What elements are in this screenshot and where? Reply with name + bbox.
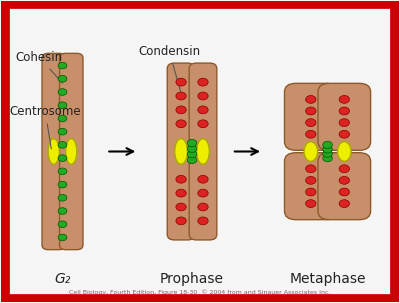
Circle shape <box>198 203 208 211</box>
Circle shape <box>58 155 67 161</box>
Circle shape <box>187 151 197 158</box>
Circle shape <box>58 115 67 122</box>
Circle shape <box>306 107 316 115</box>
Circle shape <box>339 200 350 208</box>
Circle shape <box>58 142 67 148</box>
Circle shape <box>198 175 208 183</box>
Circle shape <box>198 106 208 114</box>
FancyBboxPatch shape <box>284 83 337 150</box>
Text: Centrosome: Centrosome <box>10 105 81 149</box>
Circle shape <box>198 217 208 225</box>
FancyBboxPatch shape <box>189 63 217 240</box>
Circle shape <box>58 75 67 82</box>
Circle shape <box>339 130 350 138</box>
Ellipse shape <box>304 142 318 161</box>
Text: Cohesin: Cohesin <box>16 51 63 83</box>
FancyBboxPatch shape <box>167 63 195 240</box>
Text: Prophase: Prophase <box>160 272 224 286</box>
Circle shape <box>176 106 186 114</box>
Text: Cell Biology, Fourth Edition, Figure 18-30  © 2004 from and Sinauer Associates I: Cell Biology, Fourth Edition, Figure 18-… <box>69 289 331 295</box>
Circle shape <box>339 95 350 103</box>
Circle shape <box>58 208 67 214</box>
Circle shape <box>187 145 197 152</box>
Circle shape <box>198 120 208 128</box>
Circle shape <box>58 128 67 135</box>
Circle shape <box>176 92 186 100</box>
Circle shape <box>176 175 186 183</box>
Ellipse shape <box>175 139 188 164</box>
Circle shape <box>176 203 186 211</box>
Circle shape <box>176 78 186 86</box>
Circle shape <box>187 139 197 147</box>
Circle shape <box>187 156 197 164</box>
Circle shape <box>339 165 350 173</box>
Text: Condensin: Condensin <box>138 45 200 98</box>
Circle shape <box>58 221 67 228</box>
Circle shape <box>339 107 350 115</box>
Ellipse shape <box>66 139 77 164</box>
Text: G₂: G₂ <box>54 272 71 286</box>
Ellipse shape <box>48 139 59 164</box>
Circle shape <box>198 78 208 86</box>
FancyBboxPatch shape <box>318 153 371 220</box>
Circle shape <box>306 176 316 184</box>
Circle shape <box>339 176 350 184</box>
Circle shape <box>176 120 186 128</box>
Text: Metaphase: Metaphase <box>289 272 366 286</box>
Circle shape <box>323 141 332 148</box>
Circle shape <box>198 189 208 197</box>
Circle shape <box>176 217 186 225</box>
Circle shape <box>58 168 67 175</box>
FancyBboxPatch shape <box>284 153 337 220</box>
FancyBboxPatch shape <box>318 83 371 150</box>
FancyBboxPatch shape <box>42 53 66 250</box>
Circle shape <box>306 119 316 127</box>
Circle shape <box>323 150 332 157</box>
Circle shape <box>323 155 332 162</box>
Circle shape <box>198 92 208 100</box>
Circle shape <box>306 200 316 208</box>
Circle shape <box>306 130 316 138</box>
Circle shape <box>58 62 67 69</box>
Circle shape <box>339 119 350 127</box>
Circle shape <box>58 234 67 241</box>
Circle shape <box>323 146 332 153</box>
Circle shape <box>58 89 67 95</box>
Ellipse shape <box>197 139 209 164</box>
Ellipse shape <box>338 142 351 161</box>
Circle shape <box>58 181 67 188</box>
Circle shape <box>306 165 316 173</box>
Circle shape <box>306 188 316 196</box>
Circle shape <box>58 102 67 108</box>
FancyBboxPatch shape <box>60 53 83 250</box>
Circle shape <box>176 189 186 197</box>
Circle shape <box>58 195 67 201</box>
Circle shape <box>339 188 350 196</box>
Circle shape <box>306 95 316 103</box>
